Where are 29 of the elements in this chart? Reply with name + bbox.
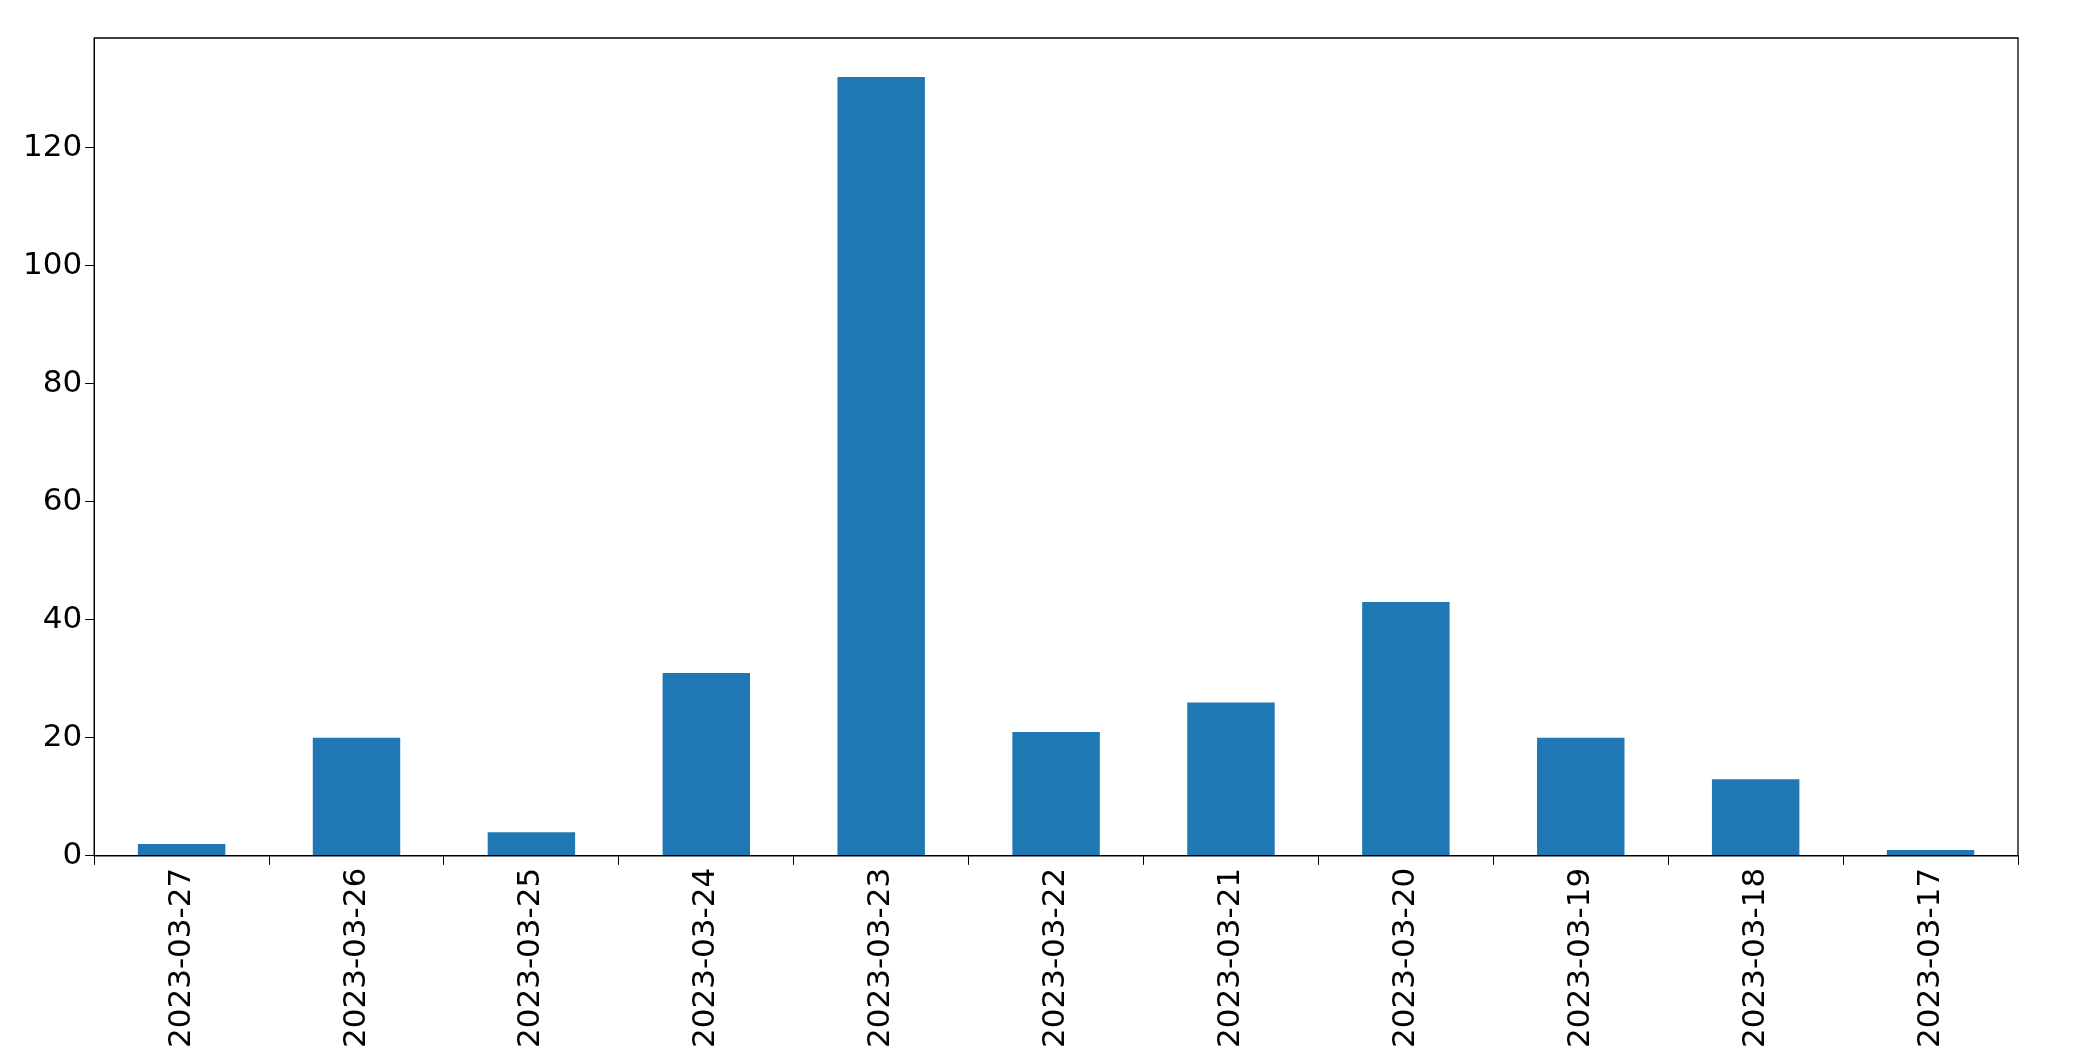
bar bbox=[1187, 702, 1275, 856]
x-tick-label: 2023-03-19 bbox=[1559, 867, 1596, 1049]
x-tick-label: 2023-03-18 bbox=[1734, 867, 1771, 1049]
x-tick-label: 2023-03-17 bbox=[1909, 867, 1946, 1049]
y-tick-label: 20 bbox=[42, 716, 83, 753]
y-tick-label: 120 bbox=[23, 126, 83, 163]
x-tick-label: 2023-03-20 bbox=[1384, 867, 1421, 1049]
bar bbox=[487, 832, 576, 856]
x-tick-label: 2023-03-21 bbox=[1210, 867, 1247, 1049]
y-tick-label: 60 bbox=[42, 480, 83, 517]
y-tick-label: 0 bbox=[62, 834, 83, 871]
x-tick-label: 2023-03-27 bbox=[160, 867, 197, 1049]
y-tick-label: 100 bbox=[23, 244, 83, 281]
bar bbox=[1012, 731, 1100, 856]
bar bbox=[1711, 779, 1800, 856]
bar bbox=[1886, 849, 1975, 856]
bar bbox=[312, 737, 401, 856]
x-tick-label: 2023-03-23 bbox=[860, 867, 897, 1049]
bar bbox=[137, 844, 226, 856]
y-tick-label: 40 bbox=[42, 598, 83, 635]
bar bbox=[1537, 737, 1625, 856]
bar bbox=[662, 672, 751, 856]
x-tick-label: 2023-03-26 bbox=[335, 867, 372, 1049]
x-tick-label: 2023-03-24 bbox=[685, 867, 722, 1049]
bar bbox=[837, 76, 925, 856]
bar bbox=[1362, 602, 1450, 856]
x-tick-label: 2023-03-22 bbox=[1035, 867, 1072, 1049]
y-tick-label: 80 bbox=[42, 362, 83, 399]
x-tick-label: 2023-03-25 bbox=[510, 867, 547, 1049]
